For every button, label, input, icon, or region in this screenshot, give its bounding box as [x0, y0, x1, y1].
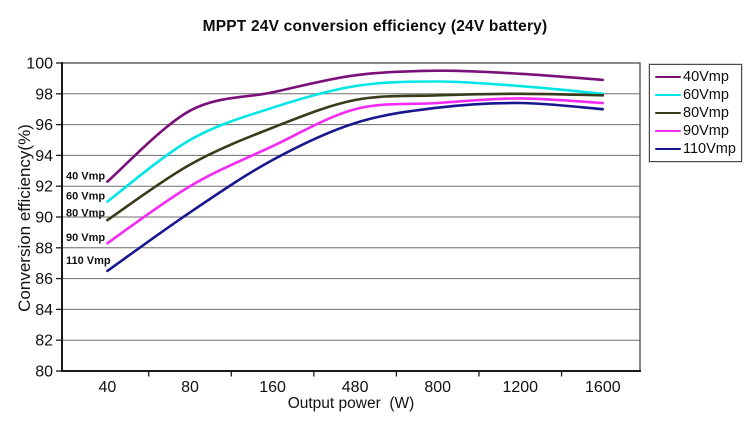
legend-swatch-60vmp [655, 93, 681, 97]
series-line-60vmp [106, 80, 605, 203]
legend-label-40vmp: 40Vmp [683, 69, 729, 85]
y-tick-label-90: 90 [35, 210, 53, 227]
legend-item-110vmp: 110Vmp [655, 140, 737, 158]
x-axis-title: Output power (W) [287, 395, 415, 412]
y-tick-label-100: 100 [26, 56, 53, 73]
legend-label-110vmp: 110Vmp [683, 141, 736, 157]
annotation-60-vmp: 60 Vmp [66, 190, 105, 202]
x-tick-label-160: 160 [259, 379, 286, 396]
y-tick-label-92: 92 [35, 179, 53, 196]
x-tick-label-800: 800 [424, 379, 451, 396]
y-tick-label-96: 96 [35, 117, 53, 134]
annotation-80-vmp: 80 Vmp [66, 207, 105, 219]
legend-swatch-80vmp [655, 111, 681, 115]
x-tick-label-80: 80 [181, 379, 199, 396]
y-tick-label-98: 98 [35, 86, 53, 103]
y-tick-label-86: 86 [35, 271, 53, 288]
legend-label-90vmp: 90Vmp [683, 123, 729, 139]
legend-label-80vmp: 80Vmp [683, 105, 729, 121]
legend-item-80vmp: 80Vmp [655, 104, 737, 122]
legend-item-60vmp: 60Vmp [655, 86, 737, 104]
x-tick-label-480: 480 [342, 379, 369, 396]
y-tick-label-94: 94 [35, 148, 53, 165]
chart-title: MPPT 24V conversion efficiency (24V batt… [202, 18, 548, 35]
annotation-40-vmp: 40 Vmp [66, 170, 105, 182]
x-tick-label-40: 40 [99, 379, 117, 396]
legend-item-40vmp: 40Vmp [655, 68, 737, 86]
annotation-110-vmp: 110 Vmp [66, 255, 111, 267]
series-line-80vmp [106, 92, 605, 222]
legend-label-60vmp: 60Vmp [683, 87, 729, 103]
y-axis-title: Conversion efficiency(%) [15, 124, 34, 312]
series-line-90vmp [106, 97, 605, 245]
x-tick-label-1200: 1200 [502, 379, 538, 396]
legend: 40Vmp 60Vmp 80Vmp 90Vmp 110Vmp [649, 64, 742, 162]
legend-swatch-40vmp [655, 75, 681, 79]
y-tick-label-84: 84 [35, 302, 53, 319]
y-tick-label-82: 82 [35, 333, 53, 350]
legend-swatch-110vmp [655, 147, 681, 151]
series-line-110vmp [106, 101, 605, 273]
legend-item-90vmp: 90Vmp [655, 122, 737, 140]
y-tick-label-88: 88 [35, 240, 53, 257]
series-line-40vmp [106, 69, 605, 183]
legend-swatch-90vmp [655, 129, 681, 133]
x-tick-label-1600: 1600 [585, 379, 621, 396]
annotation-90-vmp: 90 Vmp [66, 232, 105, 244]
y-tick-label-80: 80 [35, 364, 53, 381]
